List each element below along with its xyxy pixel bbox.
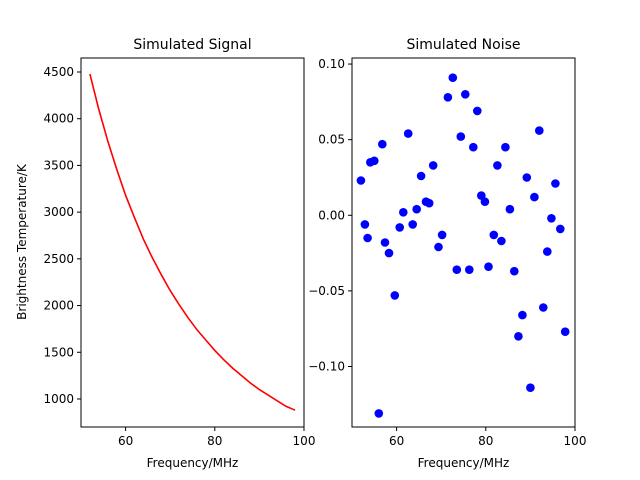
noise-data-point xyxy=(556,224,565,234)
noise-data-point xyxy=(489,230,499,240)
noise-data-point xyxy=(416,171,426,181)
noise-data-point xyxy=(484,262,493,272)
noise-x-tick-label: 80 xyxy=(478,434,493,448)
noise-data-point xyxy=(518,310,527,320)
noise-data-point xyxy=(560,327,570,337)
noise-chart-title: Simulated Noise xyxy=(406,37,520,53)
noise-data-point xyxy=(399,208,408,217)
noise-data-point xyxy=(452,265,462,275)
noise-data-point xyxy=(424,198,434,208)
noise-data-point xyxy=(412,204,422,214)
noise-data-point xyxy=(526,383,535,393)
signal-x-tick-label: 60 xyxy=(118,434,133,448)
noise-data-point xyxy=(465,265,474,275)
noise-y-tick-label: −0.10 xyxy=(308,360,345,374)
noise-data-point xyxy=(437,230,447,240)
noise-data-point xyxy=(395,223,405,232)
signal-y-tick-label: 1500 xyxy=(43,345,74,359)
signal-y-tick-label: 3500 xyxy=(43,158,74,172)
signal-chart-panel: Simulated Signal 60 80 100 1000 1500 2000 250… xyxy=(15,37,315,470)
signal-y-tick-label: 4500 xyxy=(43,65,74,79)
noise-data-point xyxy=(547,214,556,223)
noise-data-point xyxy=(363,233,372,243)
noise-data-point xyxy=(434,242,443,252)
noise-data-point xyxy=(374,409,384,418)
noise-data-point xyxy=(380,238,390,247)
noise-x-axis-label: Frequency/MHz xyxy=(418,456,510,470)
signal-axes-frame xyxy=(80,57,305,428)
noise-x-tick-label: 100 xyxy=(564,434,587,448)
signal-y-axis-label: Brightness Temperature/K xyxy=(15,163,29,320)
signal-y-tick-label: 3000 xyxy=(43,205,74,219)
noise-data-point xyxy=(456,132,466,141)
noise-x-tick-label: 60 xyxy=(389,434,404,448)
noise-data-point xyxy=(448,73,458,82)
noise-y-tick-label: 0.10 xyxy=(318,57,345,71)
noise-data-point xyxy=(480,197,490,206)
noise-data-point xyxy=(408,220,418,229)
signal-y-tick-label: 2500 xyxy=(43,252,74,266)
noise-data-point xyxy=(501,142,510,152)
noise-data-point xyxy=(356,176,366,185)
noise-data-point xyxy=(530,192,539,202)
noise-y-tick-label: −0.05 xyxy=(308,284,345,298)
noise-data-point xyxy=(461,90,470,99)
noise-plot-area xyxy=(356,73,570,418)
signal-y-tick-label: 1000 xyxy=(43,392,74,406)
noise-data-point xyxy=(473,106,482,116)
noise-data-point xyxy=(403,129,413,138)
noise-data-point xyxy=(370,156,379,166)
noise-data-point xyxy=(443,93,453,102)
signal-x-tick-label: 100 xyxy=(293,434,316,448)
noise-axes-frame xyxy=(351,57,576,428)
noise-data-point xyxy=(551,179,560,188)
signal-chart-title: Simulated Signal xyxy=(133,37,251,53)
noise-data-point xyxy=(390,291,400,300)
signal-series-line xyxy=(89,73,296,411)
noise-y-tick-label: 0.05 xyxy=(318,133,345,147)
noise-data-point xyxy=(535,126,544,135)
noise-data-point xyxy=(497,236,506,246)
noise-data-point xyxy=(469,142,478,152)
signal-y-tick-label: 2000 xyxy=(43,299,74,313)
signal-x-axis-label: Frequency/MHz xyxy=(147,456,239,470)
noise-y-tick-label: 0.00 xyxy=(318,208,345,222)
noise-chart-panel: Simulated Noise 60 80 100 0.10 0.05 0.00 −0.0… xyxy=(308,37,586,470)
noise-data-point xyxy=(543,247,552,256)
noise-data-point xyxy=(514,332,523,341)
noise-data-point xyxy=(384,248,394,258)
noise-data-point xyxy=(360,220,370,229)
noise-data-point xyxy=(522,173,532,182)
noise-data-point xyxy=(493,161,502,170)
noise-data-point xyxy=(539,303,548,312)
signal-y-tick-label: 4000 xyxy=(43,112,74,126)
signal-x-ticks: 60 80 100 xyxy=(118,427,315,448)
noise-data-point xyxy=(510,266,519,276)
noise-data-point xyxy=(428,161,438,170)
signal-plot-area xyxy=(89,73,296,411)
signal-y-ticks: 1000 1500 2000 2500 3000 3500 4000 4500 xyxy=(43,65,81,406)
signal-x-tick-label: 80 xyxy=(207,434,222,448)
noise-x-ticks: 60 80 100 xyxy=(389,427,586,448)
noise-data-point xyxy=(505,204,515,214)
noise-y-ticks: 0.10 0.05 0.00 −0.05 −0.10 xyxy=(308,57,352,374)
noise-data-point xyxy=(378,139,387,149)
